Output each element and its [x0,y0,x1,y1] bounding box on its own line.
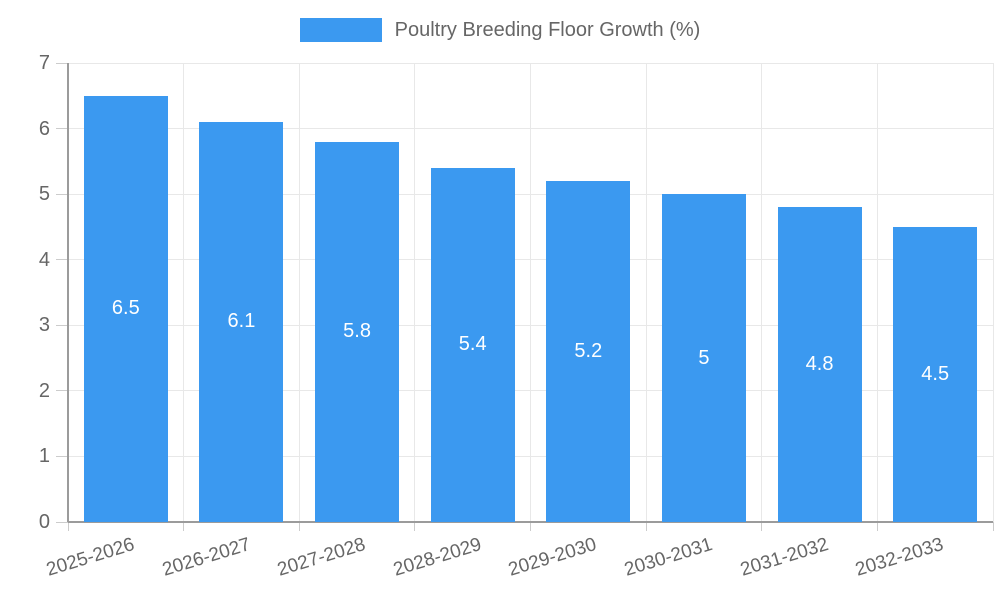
x-gridline [530,63,531,522]
bar[interactable]: 5.4 [430,167,515,522]
y-axis-tick [56,521,68,523]
bar[interactable]: 5.8 [315,141,400,522]
bar-value-label: 4.5 [921,362,950,385]
legend-swatch-icon [299,18,382,42]
x-axis-tick [298,522,300,531]
y-axis-tick [56,324,68,326]
y-axis-tick [56,455,68,457]
x-axis-tick [530,522,531,531]
chart-legend[interactable]: Poultry Breeding Floor Growth (%) [0,16,1000,44]
y-axis-label: 6 [38,117,50,140]
x-gridline [761,63,763,522]
x-axis-line [68,521,993,523]
bar[interactable]: 6.1 [199,122,284,522]
bar-value-label: 5.4 [458,333,487,356]
y-axis-label: 4 [38,248,50,271]
x-axis-tick [876,522,878,531]
x-axis-tick [761,522,763,531]
y-axis-label: 0 [38,511,50,533]
x-axis-tick [992,522,994,531]
x-axis-tick [414,522,416,531]
x-axis-label: 2031-2032 [737,534,831,581]
bar[interactable]: 6.5 [83,95,168,522]
x-gridline [645,63,647,522]
x-gridline [992,63,994,522]
bar-value-label: 5.8 [343,320,371,343]
x-axis-tick [67,522,69,531]
y-axis-tick [56,128,68,130]
y-axis-label: 3 [38,314,50,337]
y-axis-label: 1 [38,445,50,468]
bar[interactable]: 4.5 [893,226,978,522]
x-axis-label: 2032-2033 [853,534,947,581]
x-gridline [183,63,185,522]
y-axis-tick [56,62,68,64]
y-axis-tick [56,193,68,195]
x-gridline [414,63,416,522]
y-axis-label: 2 [38,379,50,402]
legend-label: Poultry Breeding Floor Growth (%) [394,18,701,41]
bar-value-label: 6.1 [227,310,256,333]
bar[interactable]: 5 [661,194,746,522]
y-axis-tick [56,390,68,392]
x-axis-label: 2028-2029 [390,534,484,581]
y-axis-label: 7 [38,52,50,74]
x-axis-label: 2030-2031 [622,534,716,581]
x-axis-label: 2026-2027 [159,534,253,581]
bar-value-label: 5 [698,346,710,369]
bar-value-label: 4.8 [805,353,834,376]
bar[interactable]: 4.8 [777,207,862,522]
y-axis-label: 5 [38,183,50,206]
x-axis-tick [183,522,185,531]
y-axis-tick [56,259,68,261]
y-axis-line [67,63,69,522]
bar-value-label: 6.5 [111,297,140,320]
x-axis-label: 2027-2028 [275,534,369,581]
x-axis-tick [645,522,647,531]
x-gridline [298,63,300,522]
x-axis-label: 2029-2030 [506,534,600,581]
bar-value-label: 5.2 [574,340,603,362]
x-gridline [876,63,878,522]
bar[interactable]: 5.2 [546,181,631,522]
x-axis-label: 2025-2026 [43,534,137,581]
